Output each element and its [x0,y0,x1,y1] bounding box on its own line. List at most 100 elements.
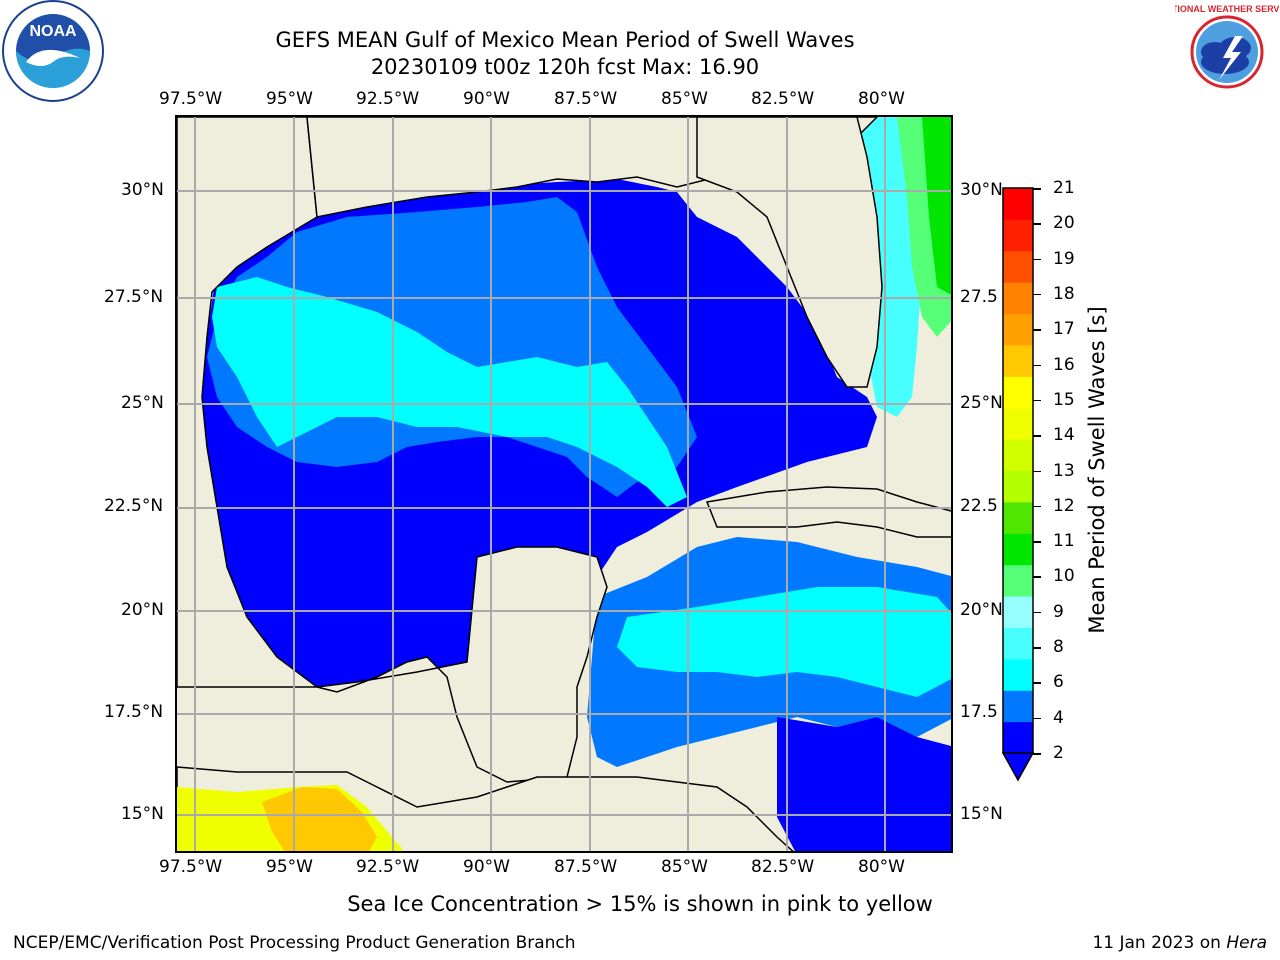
lon-label-bottom: 92.5°W [356,857,420,877]
colorbar-tick-label: 6 [1053,672,1064,693]
map-subtitle: 20230109 t00z 120h fcst Max: 16.90 [370,55,760,79]
colorbar-tick-mark [1033,576,1041,578]
colorbar-tick-label: 13 [1053,460,1075,481]
lon-label-top: 95°W [266,89,313,109]
colorbar-tick-mark [1033,505,1041,508]
colorbar-segment [1003,501,1033,534]
lat-label-right: 25°N [960,393,1003,413]
colorbar-tick-mark [1033,541,1041,543]
lat-label-left: 20°N [121,600,164,620]
lat-label-right: 22.5 [960,496,998,516]
colorbar-tick-label: 18 [1053,283,1075,304]
colorbar-segment [1003,596,1033,628]
footer-date-text: 11 Jan 2023 on [1092,933,1227,953]
lon-label-top: 92.5°W [356,89,420,109]
colorbar-tick-mark [1033,293,1041,296]
lat-label-right: 20°N [960,600,1003,620]
lat-label-left: 30°N [121,180,164,200]
footer-host: Hera [1226,933,1267,953]
swell-period-map [177,117,951,851]
colorbar-tick-mark [1033,611,1041,614]
colorbar-segments [1003,188,1033,754]
sea-ice-note: Sea Ice Concentration > 15% is shown in … [347,892,933,916]
colorbar-segment [1003,658,1033,691]
colorbar-tick-label: 21 [1053,178,1075,198]
lon-label-bottom: 97.5°W [159,857,223,877]
colorbar-tick-label: 11 [1053,531,1075,552]
colorbar-segment [1003,627,1033,660]
lon-label-top: 90°W [463,89,510,109]
lat-label-right: 27.5 [960,287,998,307]
colorbar-tick-label: 15 [1053,389,1075,410]
colorbar-segment [1003,407,1033,440]
colorbar-tick-mark [1033,329,1041,331]
atlantic-bright-green [922,117,951,295]
cuba-land [705,486,951,538]
colorbar-tick-mark [1033,188,1041,190]
lon-label-bottom: 90°W [463,857,510,877]
colorbar-segment [1003,313,1033,346]
colorbar-segment [1003,533,1033,566]
lon-label-bottom: 80°W [858,857,905,877]
colorbar-tick-mark [1033,258,1041,261]
colorbar-tick-label: 10 [1053,566,1075,587]
lon-label-bottom: 85°W [661,857,708,877]
colorbar-tick-mark [1033,399,1041,402]
footer-branch: NCEP/EMC/Verification Post Processing Pr… [13,933,576,953]
colorbar-tick-mark [1033,682,1041,684]
colorbar-tick-label: 4 [1053,707,1064,728]
lat-label-right: 17.5 [960,702,998,722]
colorbar-segment [1003,721,1033,754]
florida-peninsula-land [696,117,883,388]
colorbar-tick-mark [1033,223,1041,225]
lat-label-left: 25°N [121,393,164,413]
lon-label-top: 97.5°W [159,89,223,109]
colorbar-segment [1003,564,1033,597]
colorbar-segment [1003,188,1033,220]
colorbar-tick-label: 8 [1053,637,1064,658]
caribbean-deep-south [777,717,951,851]
lon-label-top: 85°W [661,89,708,109]
texas-coast-land [177,117,320,688]
lat-label-left: 17.5°N [104,702,164,722]
lon-label-bottom: 87.5°W [554,857,618,877]
colorbar-segment [1003,282,1033,315]
colorbar-tick-mark [1033,753,1041,755]
noaa-logo: NOAA [2,0,104,102]
colorbar-segment [1003,250,1033,283]
lat-label-right: 15°N [960,804,1003,824]
colorbar-tick-label: 14 [1053,425,1075,446]
lat-label-right: 30°N [960,180,1003,200]
footer-date: 11 Jan 2023 on Hera [1092,933,1267,953]
colorbar-segment [1003,470,1033,503]
colorbar-tick-label: 17 [1053,319,1075,340]
lon-label-top: 82.5°W [751,89,815,109]
graticule [177,117,951,851]
nws-logo: NATIONAL WEATHER SERVICE [1175,1,1279,103]
colorbar-tick-label: 2 [1053,743,1064,763]
pacific-orange-overlay [262,787,377,851]
map-panel [175,115,953,853]
colorbar-tick-mark [1033,717,1041,720]
colorbar-tick-mark [1033,470,1041,472]
colorbar-tick-mark [1033,435,1041,437]
colorbar-tick-label: 12 [1053,495,1075,516]
colorbar-segment [1003,219,1033,252]
map-title: GEFS MEAN Gulf of Mexico Mean Period of … [275,28,855,52]
colorbar-extend [1001,752,1035,782]
gulf-cyan-band [212,277,687,507]
colorbar-tick-label: 20 [1053,213,1075,234]
colorbar-label: Mean Period of Swell Waves [s] [1085,306,1109,634]
svg-text:NOAA: NOAA [29,23,77,40]
lon-label-top: 80°W [858,89,905,109]
lon-label-bottom: 95°W [266,857,313,877]
lat-label-left: 22.5°N [104,496,164,516]
colorbar-segment [1003,376,1033,409]
colorbar [1001,187,1035,782]
colorbar-tick-mark [1033,647,1041,649]
lon-label-top: 87.5°W [554,89,618,109]
lon-label-bottom: 82.5°W [751,857,815,877]
colorbar-tick-label: 16 [1053,354,1075,375]
colorbar-tick-label: 19 [1053,248,1075,269]
lat-label-left: 15°N [121,804,164,824]
